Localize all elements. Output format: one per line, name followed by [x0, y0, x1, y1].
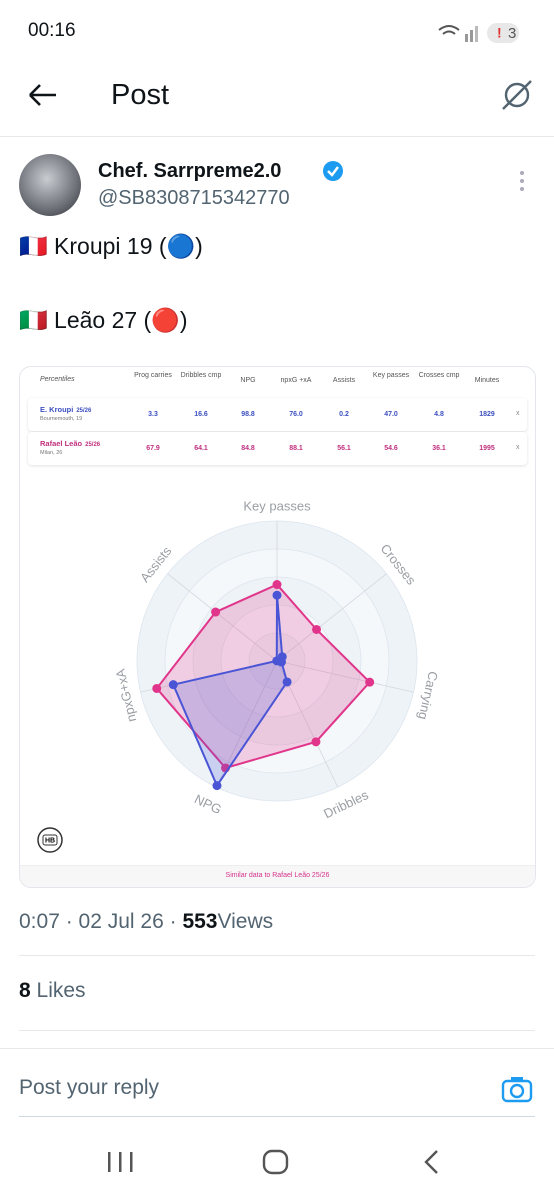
radar-axis-label: NPG [192, 791, 224, 817]
table-value: 36.1 [432, 445, 446, 452]
likes[interactable]: 8 Likes [19, 979, 86, 1003]
clock: 00:16 [28, 20, 76, 41]
table-value: 98.8 [241, 411, 255, 418]
badge: 3 [508, 25, 516, 42]
more-button[interactable] [517, 170, 527, 194]
table-row [28, 398, 527, 431]
header-title: Post [111, 79, 170, 111]
nav-bar [108, 1149, 438, 1175]
table-header-cell: Assists [332, 377, 356, 384]
radar-point [272, 590, 282, 600]
radar-axis-label: Dribbles [321, 787, 371, 821]
reply-input[interactable]: Post your reply [19, 1076, 160, 1099]
remove-button[interactable]: x [516, 410, 520, 417]
table-value: 64.1 [194, 445, 208, 452]
radar-point [272, 580, 282, 590]
post-line: 🇮🇹 Leão 27 (🔴) [19, 307, 188, 333]
remove-button[interactable]: x [516, 444, 520, 451]
table-value: 3.3 [148, 411, 158, 418]
table-value: 67.9 [146, 445, 160, 452]
logo: HB [37, 827, 63, 853]
image-footer: Similar data to Rafael Leão 25/26 [20, 865, 535, 887]
table-header-cell: Prog carries [134, 372, 172, 379]
player-club: Bournemouth, 19 [40, 416, 83, 422]
reply-bar [0, 1048, 554, 1121]
player-name: Rafael Leão 25/26 [40, 439, 101, 448]
back-button[interactable] [28, 82, 58, 108]
radar-axis-label: npxG+xA [112, 667, 139, 723]
table-value: 0.2 [339, 411, 349, 418]
radar-point [272, 656, 282, 666]
table-header-cell: Crosses cmp [418, 372, 460, 379]
radar-chart: Key passesCrossesCarryingDribblesNPGnpxG… [112, 498, 441, 821]
post-line: 🇫🇷 Kroupi 19 (🔵) [19, 233, 203, 259]
table-value: 84.8 [241, 445, 255, 452]
grok-icon[interactable] [500, 78, 534, 112]
radar-point [365, 677, 375, 687]
radar-point [211, 607, 221, 617]
table-value: 56.1 [337, 445, 351, 452]
radar-point [152, 683, 162, 693]
author-name[interactable]: Chef. Sarrpreme2.0 [98, 160, 282, 182]
table-value: 4.8 [434, 411, 444, 418]
verified-badge [323, 161, 343, 181]
table-value: 1995 [479, 445, 495, 452]
back-nav[interactable] [424, 1150, 438, 1174]
likes-label: Likes [36, 979, 86, 1002]
divider [0, 136, 554, 137]
likes-count: 8 [19, 979, 31, 1002]
radar-point [312, 624, 322, 634]
views-count: 553 [182, 910, 218, 933]
radar-spoke [276, 573, 387, 662]
divider [19, 1030, 535, 1031]
player-season: 25/26 [76, 408, 92, 414]
radar-point [168, 680, 178, 690]
table-value: 1829 [479, 411, 495, 418]
table-header-cell: Dribbles cmp [180, 372, 222, 379]
post-image[interactable]: Percentiles Prog carries Dribbles cmp NPG np… [19, 366, 536, 888]
recent-apps[interactable] [108, 1152, 133, 1172]
table-value: 16.6 [194, 411, 208, 418]
table-row [28, 432, 527, 465]
divider [19, 1116, 535, 1117]
radar-point [311, 737, 321, 747]
player-club: Milan, 26 [40, 450, 63, 456]
camera-button[interactable] [500, 1074, 534, 1104]
table-header-cell: NPG [240, 377, 256, 384]
views-label: Views [217, 910, 274, 933]
svg-text:HB: HB [45, 837, 55, 844]
radar-axis-label: Key passes [243, 498, 311, 513]
home-button[interactable] [262, 1149, 289, 1175]
table-header-cell: Key passes [372, 372, 410, 379]
radar-spoke [167, 573, 278, 662]
svg-text:!: ! [497, 25, 502, 41]
radar-spoke [276, 660, 414, 693]
table-header-cell: npxG +xA [280, 377, 312, 384]
table-value: 47.0 [384, 411, 398, 418]
author-handle[interactable]: @SB8308715342770 [98, 187, 290, 209]
radar-point [282, 677, 292, 687]
post-meta: 0:07 · 02 Jul 26 · 553Views [19, 910, 273, 934]
status-icons: ! 3 [438, 23, 519, 43]
divider [19, 955, 535, 956]
radar-point [212, 781, 222, 791]
table-value: 88.1 [289, 445, 303, 452]
table-value: 76.0 [289, 411, 303, 418]
radar-axis-label: Carrying [415, 670, 441, 721]
table-header-cell: Percentiles [40, 376, 75, 383]
player-season: 25/26 [85, 442, 101, 448]
avatar[interactable] [19, 154, 81, 216]
player-name: E. Kroupi 25/26 [40, 405, 92, 414]
table-header-cell: Minutes [474, 377, 500, 384]
post-timestamp: 0:07 · 02 Jul 26 · [19, 910, 177, 933]
table-value: 54.6 [384, 445, 398, 452]
comparison-table: Percentiles Prog carries Dribbles cmp NPG np… [28, 367, 527, 467]
